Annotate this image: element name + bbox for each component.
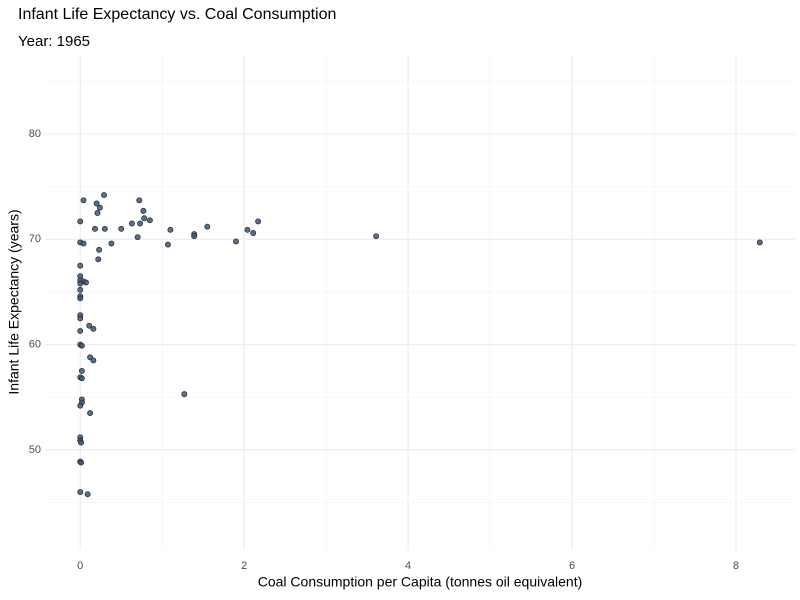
point xyxy=(136,197,143,204)
point xyxy=(101,225,108,232)
point xyxy=(101,192,107,199)
point xyxy=(94,210,101,216)
point xyxy=(93,200,100,207)
point xyxy=(90,325,97,332)
point xyxy=(118,225,125,232)
point xyxy=(78,368,85,374)
y-tick-label: 60 xyxy=(29,339,41,351)
point xyxy=(77,489,84,496)
x-tick-label: 2 xyxy=(241,560,247,572)
point xyxy=(373,233,380,240)
point xyxy=(250,230,257,236)
y-tick-label: 80 xyxy=(29,128,41,140)
point xyxy=(83,279,89,286)
point xyxy=(96,246,103,253)
point xyxy=(80,240,87,247)
point xyxy=(134,234,141,241)
point xyxy=(77,262,84,269)
point xyxy=(146,217,153,224)
point xyxy=(78,342,85,349)
point xyxy=(204,223,211,230)
point xyxy=(137,220,144,227)
chart-subtitle: Year: 1965 xyxy=(18,33,90,50)
point xyxy=(77,402,84,409)
point xyxy=(80,197,87,204)
point xyxy=(92,225,98,232)
point xyxy=(233,238,239,245)
point xyxy=(84,491,91,498)
point xyxy=(141,215,148,222)
chart-title: Infant Life Expectancy vs. Coal Consumpt… xyxy=(18,6,336,23)
point xyxy=(90,357,97,364)
x-tick-label: 6 xyxy=(569,560,575,572)
point xyxy=(255,218,262,225)
point xyxy=(108,240,115,247)
x-tick-label: 8 xyxy=(733,560,739,572)
point xyxy=(77,280,84,287)
point xyxy=(86,322,93,329)
point xyxy=(191,233,198,240)
point xyxy=(78,459,85,466)
point xyxy=(77,295,84,302)
y-axis-label: Infant Life Expectancy (years) xyxy=(6,209,22,394)
x-axis-label: Coal Consumption per Capita (tonnes oil … xyxy=(258,574,583,590)
y-tick-label: 50 xyxy=(29,444,41,456)
point xyxy=(244,226,251,233)
point xyxy=(96,204,103,211)
point xyxy=(87,410,94,417)
point xyxy=(95,256,102,263)
point xyxy=(77,327,84,334)
point xyxy=(78,439,85,446)
point xyxy=(756,239,763,246)
point xyxy=(78,375,85,382)
x-tick-label: 4 xyxy=(405,560,411,572)
point xyxy=(167,226,174,233)
point xyxy=(181,391,188,398)
point xyxy=(128,220,135,227)
point xyxy=(140,207,147,214)
point xyxy=(77,218,84,225)
point xyxy=(77,286,84,293)
point xyxy=(165,241,171,248)
point xyxy=(77,315,84,322)
y-tick-label: 70 xyxy=(29,233,41,245)
x-tick-label: 0 xyxy=(77,560,83,572)
